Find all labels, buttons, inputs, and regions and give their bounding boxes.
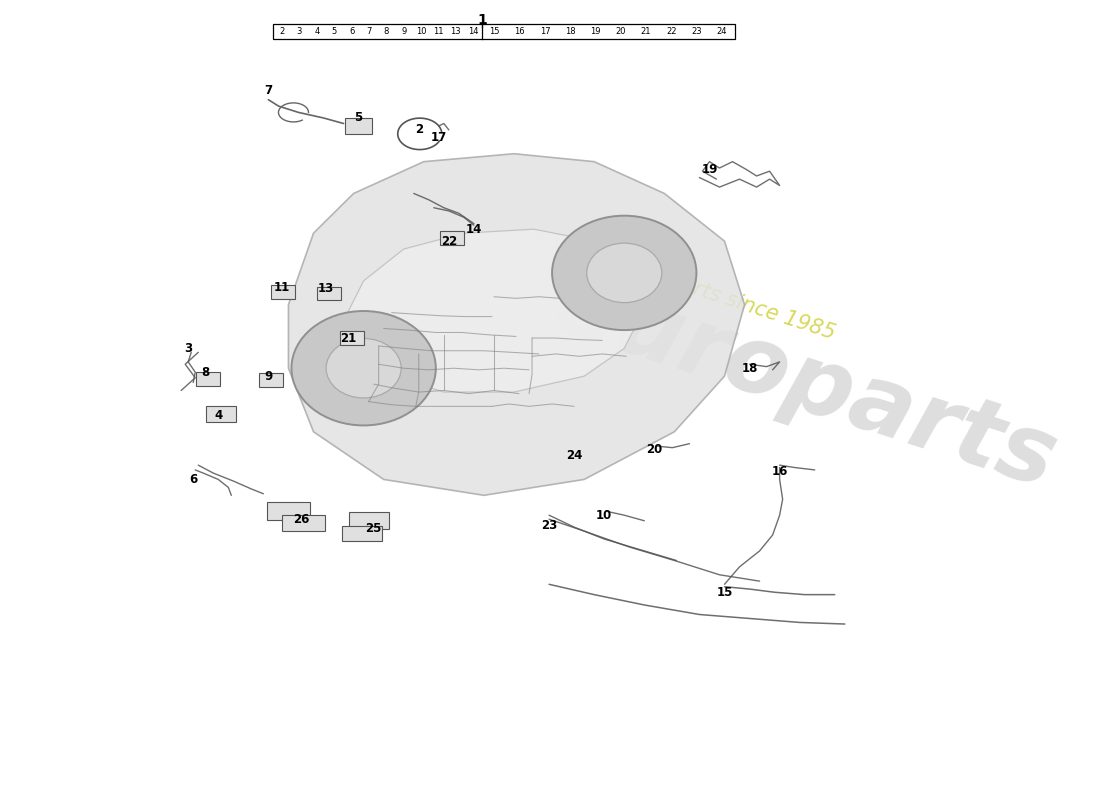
Text: 9: 9: [402, 27, 406, 36]
Text: 2: 2: [279, 27, 285, 36]
Text: 4: 4: [214, 410, 222, 422]
Text: 13: 13: [318, 282, 333, 295]
Text: 19: 19: [702, 163, 717, 176]
FancyBboxPatch shape: [272, 286, 296, 298]
Text: 21: 21: [641, 27, 651, 36]
Circle shape: [292, 311, 436, 426]
FancyBboxPatch shape: [267, 502, 309, 520]
Text: 16: 16: [515, 27, 525, 36]
Circle shape: [552, 216, 696, 330]
Text: 23: 23: [691, 27, 702, 36]
Text: 23: 23: [541, 519, 558, 532]
Text: 7: 7: [264, 84, 273, 97]
Text: 3: 3: [297, 27, 302, 36]
Text: 11: 11: [433, 27, 443, 36]
Text: 15: 15: [490, 27, 499, 36]
Text: 16: 16: [771, 465, 788, 478]
FancyBboxPatch shape: [317, 286, 341, 300]
Text: 5: 5: [354, 111, 363, 125]
Text: 8: 8: [384, 27, 389, 36]
Text: 22: 22: [667, 27, 676, 36]
Text: 1: 1: [477, 14, 487, 27]
Polygon shape: [288, 154, 745, 495]
Text: 24: 24: [716, 27, 727, 36]
FancyBboxPatch shape: [260, 373, 284, 387]
Text: 18: 18: [741, 362, 758, 374]
Text: 25: 25: [365, 522, 382, 535]
FancyBboxPatch shape: [340, 331, 364, 345]
Text: europarts: europarts: [542, 260, 1067, 509]
Text: 6: 6: [349, 27, 354, 36]
Bar: [274, 24, 735, 38]
Text: 14: 14: [465, 222, 482, 236]
Polygon shape: [343, 229, 645, 392]
Text: 14: 14: [468, 27, 478, 36]
Text: 3: 3: [184, 342, 192, 355]
Text: 15: 15: [716, 586, 733, 598]
FancyBboxPatch shape: [342, 526, 382, 542]
Text: 17: 17: [540, 27, 550, 36]
Circle shape: [326, 338, 402, 398]
FancyBboxPatch shape: [440, 231, 464, 245]
FancyBboxPatch shape: [283, 515, 324, 531]
Text: 10: 10: [596, 509, 613, 522]
FancyBboxPatch shape: [349, 512, 388, 530]
Text: 21: 21: [341, 331, 356, 345]
Text: 20: 20: [616, 27, 626, 36]
Text: 20: 20: [646, 442, 662, 456]
Text: 13: 13: [451, 27, 461, 36]
FancyBboxPatch shape: [196, 372, 220, 386]
FancyBboxPatch shape: [345, 118, 372, 134]
Text: 2: 2: [415, 123, 422, 136]
Text: 6: 6: [189, 473, 197, 486]
Text: 7: 7: [366, 27, 372, 36]
Text: 24: 24: [565, 449, 582, 462]
Text: a passion for parts since 1985: a passion for parts since 1985: [531, 226, 837, 343]
Text: 5: 5: [331, 27, 337, 36]
Text: 10: 10: [416, 27, 427, 36]
Circle shape: [586, 243, 662, 302]
Text: 17: 17: [431, 131, 447, 144]
Text: 4: 4: [315, 27, 319, 36]
Text: 18: 18: [565, 27, 575, 36]
Text: 22: 22: [441, 234, 456, 248]
Text: 26: 26: [294, 513, 310, 526]
Text: 11: 11: [273, 281, 289, 294]
Text: 19: 19: [591, 27, 601, 36]
Text: 9: 9: [264, 370, 273, 382]
FancyBboxPatch shape: [207, 406, 236, 422]
Text: 8: 8: [201, 366, 209, 378]
